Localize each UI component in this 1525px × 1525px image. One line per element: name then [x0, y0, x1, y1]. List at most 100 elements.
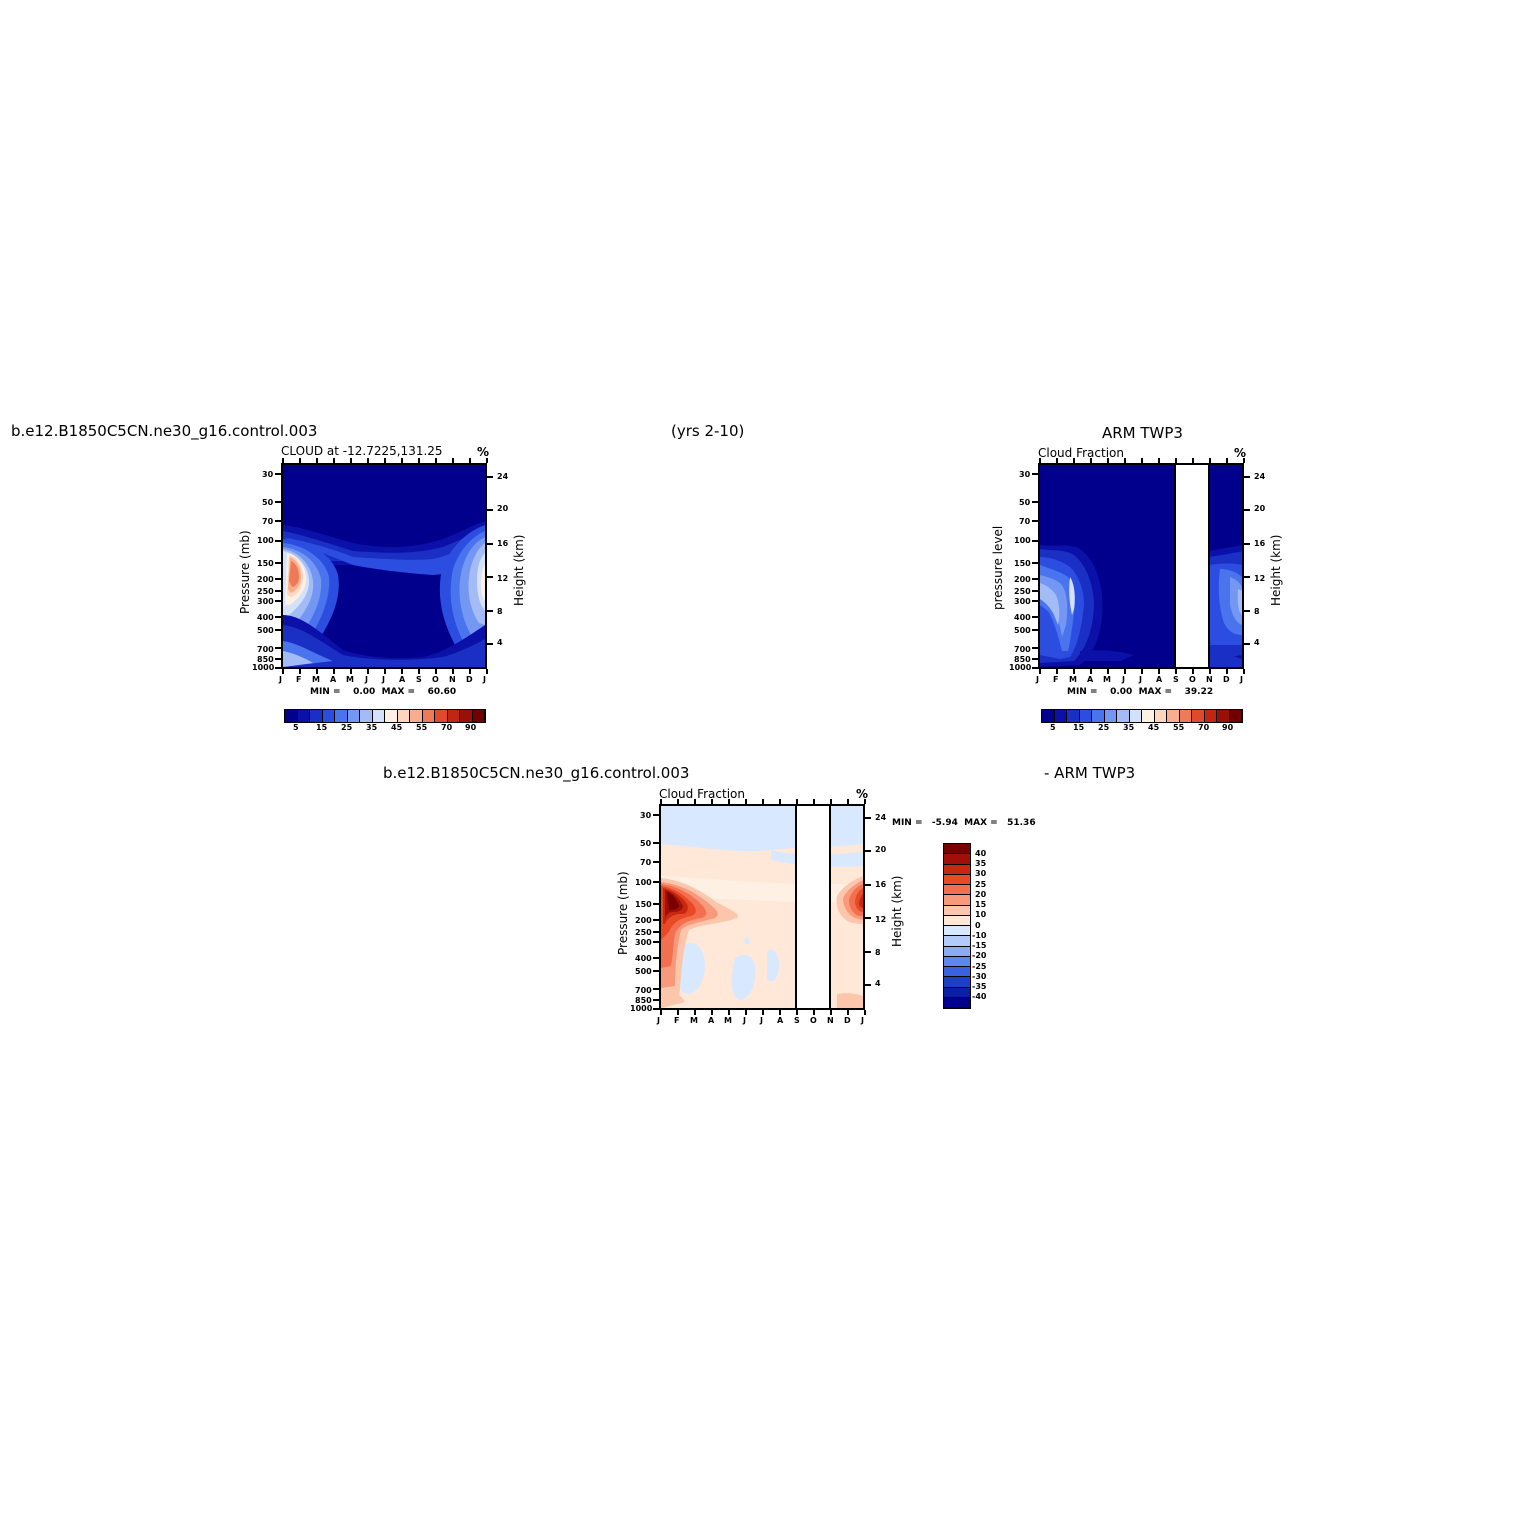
colorbar-label: 55: [1173, 723, 1185, 732]
xtick: M: [690, 1016, 698, 1025]
tick-mark: [1039, 669, 1041, 674]
tick-mark: [865, 850, 871, 853]
xtick: S: [416, 675, 422, 684]
tick-mark: [653, 814, 659, 816]
tick-mark: [487, 609, 493, 612]
tick-mark: [299, 669, 301, 674]
xtick: J: [861, 1016, 864, 1025]
tick-mark: [1158, 458, 1160, 463]
colorbar-label: 0: [975, 921, 981, 930]
tick-mark: [1175, 458, 1177, 463]
colorbar-swatch: [285, 710, 298, 722]
tick-mark: [653, 988, 659, 991]
tick-mark: [1032, 501, 1038, 504]
tick-mark: [1175, 669, 1177, 674]
tick-mark: [653, 918, 659, 921]
panel-diff-unit: %: [856, 787, 869, 801]
colorbar-label: 40: [975, 849, 987, 858]
panel-diff-minmax: MIN = -5.94 MAX = 51.36: [892, 818, 1036, 828]
colorbar-swatch: [1092, 710, 1105, 722]
tick-mark: [418, 669, 420, 674]
xtick: N: [1206, 675, 1213, 684]
colorbar-label: 20: [975, 890, 987, 899]
panel-diff-ylabel-right: Height (km): [890, 875, 904, 947]
colorbar-label: 15: [1073, 723, 1085, 732]
colorbar-label: 5: [293, 723, 299, 732]
colorbar-swatch: [435, 710, 448, 722]
min-value: 0.00: [353, 687, 376, 697]
tick-mark: [1243, 458, 1245, 463]
ytick-right: 4: [1254, 638, 1260, 647]
ytick-right: 12: [1254, 574, 1266, 583]
tick-mark: [275, 628, 281, 631]
max-label: MAX =: [964, 818, 998, 828]
colorbar-label: -35: [972, 982, 987, 991]
tick-mark: [282, 458, 284, 463]
tick-mark: [435, 669, 437, 674]
colorbar-swatch: [944, 977, 970, 988]
tick-mark: [1032, 539, 1038, 542]
colorbar-swatch: [1154, 710, 1167, 722]
colorbar-swatch: [944, 885, 970, 896]
tick-mark: [813, 1010, 815, 1015]
ytick-right: 24: [497, 472, 509, 481]
panel-diff-colorbar: [943, 843, 971, 1009]
ytick: 30: [262, 470, 274, 479]
ytick-right: 12: [875, 915, 887, 924]
ytick-right: 24: [1254, 472, 1266, 481]
colorbar-swatch: [1117, 710, 1130, 722]
tick-mark: [677, 799, 679, 804]
panel-obs-plot: [1038, 463, 1244, 669]
colorbar-label: 90: [465, 723, 477, 732]
tick-mark: [1226, 669, 1228, 674]
tick-mark: [796, 799, 798, 804]
panel-diff-heatmap: [661, 806, 863, 1008]
ytick-right: 16: [875, 880, 887, 889]
tick-mark: [487, 509, 493, 512]
ytick: 300: [257, 597, 274, 606]
tick-mark: [469, 669, 471, 674]
ytick-right: 20: [875, 845, 887, 854]
colorbar-swatch: [472, 710, 485, 722]
colorbar-label: 30: [975, 869, 987, 878]
colorbar-swatch: [1042, 710, 1055, 722]
colorbar-swatch: [360, 710, 373, 722]
max-value: 39.22: [1184, 687, 1214, 697]
xtick: A: [330, 675, 337, 684]
tick-mark: [830, 799, 832, 804]
max-label: MAX =: [381, 687, 416, 697]
diff-case-title: b.e12.B1850C5CN.ne30_g16.control.003: [383, 764, 690, 782]
tick-mark: [1209, 669, 1211, 674]
tick-mark: [487, 542, 493, 545]
ytick-right: 16: [1254, 539, 1266, 548]
xtick: A: [708, 1016, 715, 1025]
tick-mark: [694, 1010, 696, 1015]
colorbar-swatch: [1079, 710, 1092, 722]
tick-mark: [1090, 669, 1092, 674]
tick-mark: [1243, 669, 1245, 674]
tick-mark: [452, 458, 454, 463]
tick-mark: [418, 458, 420, 463]
ytick: 200: [1014, 575, 1031, 584]
tick-mark: [384, 458, 386, 463]
tick-mark: [865, 883, 871, 886]
tick-mark: [1107, 669, 1109, 674]
colorbar-label: 10: [975, 910, 987, 919]
ytick: 70: [262, 517, 274, 526]
colorbar-swatch: [944, 864, 970, 875]
ytick: 30: [1019, 470, 1031, 479]
ytick-right: 8: [875, 948, 881, 957]
ytick: 150: [257, 559, 274, 568]
colorbar-swatch: [322, 710, 335, 722]
tick-mark: [1056, 669, 1058, 674]
ytick: 1000: [252, 663, 275, 672]
tick-mark: [401, 458, 403, 463]
xtick: A: [1156, 675, 1163, 684]
colorbar-swatch: [1129, 710, 1142, 722]
panel-obs-minmax: MIN = 0.00 MAX = 39.22: [1067, 687, 1213, 697]
tick-mark: [653, 903, 659, 906]
colorbar-swatch: [385, 710, 398, 722]
tick-mark: [275, 590, 281, 593]
panel-obs-ylabel: pressure level: [991, 525, 1005, 610]
colorbar-swatch: [944, 915, 970, 926]
